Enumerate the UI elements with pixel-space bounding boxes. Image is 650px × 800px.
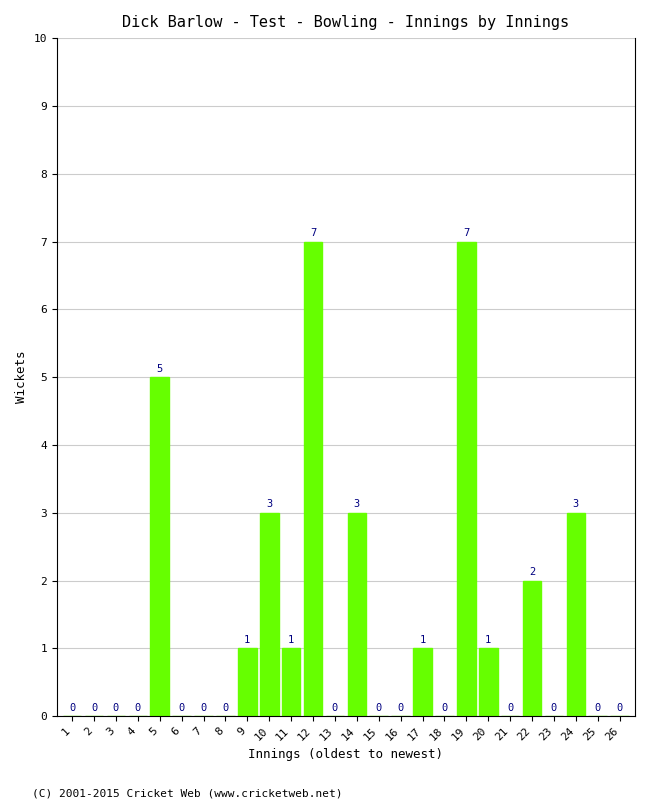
Bar [150,377,169,716]
Bar [479,648,497,716]
Bar [238,648,257,716]
Text: 0: 0 [200,702,207,713]
Text: 0: 0 [507,702,514,713]
Text: 3: 3 [573,499,579,510]
Text: 7: 7 [310,228,316,238]
Text: 1: 1 [244,635,250,645]
Title: Dick Barlow - Test - Bowling - Innings by Innings: Dick Barlow - Test - Bowling - Innings b… [122,15,569,30]
Text: 0: 0 [91,702,97,713]
Text: 0: 0 [441,702,448,713]
Bar [260,513,279,716]
Text: 0: 0 [135,702,141,713]
Text: 7: 7 [463,228,469,238]
Text: 0: 0 [332,702,338,713]
Text: 2: 2 [529,567,535,577]
Text: 1: 1 [419,635,426,645]
Bar [348,513,366,716]
Text: 0: 0 [617,702,623,713]
Text: 0: 0 [113,702,119,713]
Bar [282,648,300,716]
Text: 0: 0 [222,702,229,713]
Bar [523,581,541,716]
Text: 0: 0 [376,702,382,713]
Text: 3: 3 [266,499,272,510]
Text: 0: 0 [179,702,185,713]
Text: 1: 1 [485,635,491,645]
Text: 0: 0 [398,702,404,713]
Y-axis label: Wickets: Wickets [15,351,28,403]
X-axis label: Innings (oldest to newest): Innings (oldest to newest) [248,748,443,761]
Text: 3: 3 [354,499,360,510]
Bar [567,513,585,716]
Text: 1: 1 [288,635,294,645]
Text: 0: 0 [69,702,75,713]
Bar [457,242,476,716]
Bar [304,242,322,716]
Text: 0: 0 [595,702,601,713]
Text: 0: 0 [551,702,557,713]
Text: 5: 5 [157,364,163,374]
Bar [413,648,432,716]
Text: (C) 2001-2015 Cricket Web (www.cricketweb.net): (C) 2001-2015 Cricket Web (www.cricketwe… [32,788,343,798]
